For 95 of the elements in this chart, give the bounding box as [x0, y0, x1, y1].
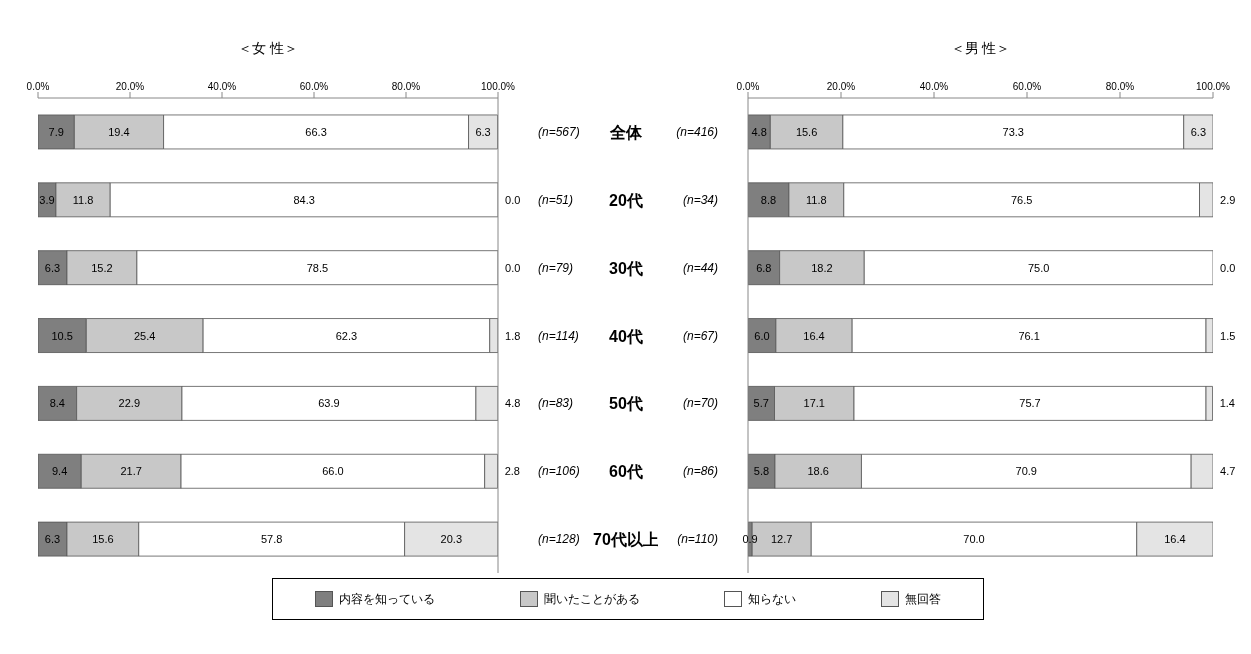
data-label: 16.4 — [1164, 533, 1186, 546]
data-label: 15.2 — [91, 261, 113, 274]
data-label: 15.6 — [795, 125, 818, 138]
data-label: 0.0 — [1220, 261, 1236, 274]
data-label: 1.8 — [505, 329, 521, 342]
text: (n=67) — [682, 328, 718, 343]
data-label: 62.3 — [335, 329, 358, 342]
legend-label: 内容を知っている — [339, 590, 436, 608]
x-tick-label: 60.0% — [299, 81, 329, 92]
data-label: 57.8 — [260, 533, 283, 546]
data-label: 11.8 — [72, 193, 94, 206]
data-label: 15.6 — [92, 533, 114, 546]
data-label: 22.9 — [118, 397, 141, 410]
data-label: 16.4 — [803, 329, 825, 342]
data-label: 17.1 — [803, 397, 825, 410]
data-label: 63.9 — [318, 397, 340, 410]
text: (n=44) — [682, 260, 718, 275]
x-tick-label: 100.0% — [1196, 81, 1231, 92]
data-label: 84.3 — [293, 193, 315, 206]
legend-label: 知らない — [748, 590, 797, 608]
x-tick-label: 40.0% — [919, 81, 949, 92]
data-label: 8.4 — [49, 397, 65, 410]
text: (n=106) — [538, 464, 580, 479]
x-tick-label: 60.0% — [1012, 81, 1042, 92]
x-tick-label: 20.0% — [115, 81, 145, 92]
data-label: 10.5 — [51, 329, 73, 342]
data-label: 66.3 — [305, 125, 327, 138]
y-tick-label: 50代 — [609, 395, 643, 413]
data-label: 20.3 — [440, 533, 463, 546]
data-label: 6.3 — [475, 125, 491, 138]
data-label: 75.0 — [1027, 261, 1050, 274]
x-tick-label: 80.0% — [391, 81, 421, 92]
x-tick-label: 0.0% — [736, 81, 760, 92]
data-label: 12.7 — [771, 533, 793, 546]
data-label: 1.5 — [1220, 329, 1236, 342]
text: (n=51) — [538, 192, 574, 207]
data-label: 76.1 — [1018, 329, 1040, 342]
y-tick-label: 20代 — [609, 191, 643, 209]
data-label: 2.8 — [504, 465, 520, 478]
y-tick-label: 60代 — [609, 463, 643, 481]
chart-title: ＜女 性＞ — [237, 40, 299, 58]
y-tick-label: 全体 — [609, 123, 643, 141]
data-label: 4.8 — [751, 125, 767, 138]
text: (n=416) — [676, 124, 718, 139]
data-label: 70.0 — [963, 533, 985, 546]
data-label: 6.3 — [44, 533, 61, 546]
text: (n=34) — [682, 192, 718, 207]
data-label: 18.2 — [811, 261, 833, 274]
text: (n=114) — [538, 328, 579, 343]
data-label: 4.8 — [505, 397, 521, 410]
data-label: 78.5 — [306, 261, 329, 274]
data-label: 75.7 — [1019, 397, 1041, 410]
legend-label: 無回答 — [904, 590, 941, 608]
data-label: 5.7 — [753, 397, 769, 410]
data-label: 6.8 — [756, 261, 772, 274]
data-label: 6.0 — [754, 329, 770, 342]
data-label: 9.4 — [51, 465, 68, 478]
data-label: 6.3 — [1190, 125, 1206, 138]
x-tick-label: 20.0% — [826, 81, 856, 92]
data-label: 8.8 — [760, 193, 777, 206]
text: (n=567) — [538, 124, 580, 139]
data-label: 21.7 — [120, 465, 142, 478]
data-label: 25.4 — [134, 329, 156, 342]
x-tick-label: 40.0% — [207, 81, 237, 92]
data-label: 0.9 — [742, 533, 758, 546]
data-label: 66.0 — [322, 465, 344, 478]
text: (n=70) — [682, 396, 718, 411]
data-label: 2.9 — [1220, 193, 1236, 206]
data-label: 4.7 — [1220, 465, 1236, 478]
legend-label: 聞いたことがある — [543, 590, 640, 608]
text: (n=79) — [538, 260, 574, 275]
data-label: 76.5 — [1010, 193, 1033, 206]
text: (n=128) — [538, 532, 580, 547]
x-tick-label: 80.0% — [1105, 81, 1135, 92]
text: (n=86) — [682, 464, 718, 479]
y-tick-label: 30代 — [609, 259, 643, 277]
data-label: 0.0 — [505, 193, 521, 206]
data-label: 3.9 — [39, 193, 55, 206]
data-label: 18.6 — [807, 465, 829, 478]
x-tick-label: 0.0% — [26, 81, 50, 92]
y-tick-label: 70代以上 — [593, 531, 659, 549]
text: (n=110) — [677, 532, 718, 547]
data-label: 11.8 — [806, 193, 827, 206]
data-label: 0.0 — [505, 261, 521, 274]
data-label: 19.4 — [108, 125, 130, 138]
data-label: 73.3 — [1002, 125, 1024, 138]
data-label: 5.8 — [753, 465, 770, 478]
chart-title: ＜男 性＞ — [949, 40, 1012, 58]
y-tick-label: 40代 — [609, 327, 643, 345]
data-label: 6.3 — [44, 261, 61, 274]
data-label: 70.9 — [1015, 465, 1038, 478]
data-label: 7.9 — [48, 125, 64, 138]
text: (n=83) — [538, 396, 574, 411]
x-tick-label: 100.0% — [481, 81, 516, 92]
data-label: 1.4 — [1219, 397, 1235, 410]
